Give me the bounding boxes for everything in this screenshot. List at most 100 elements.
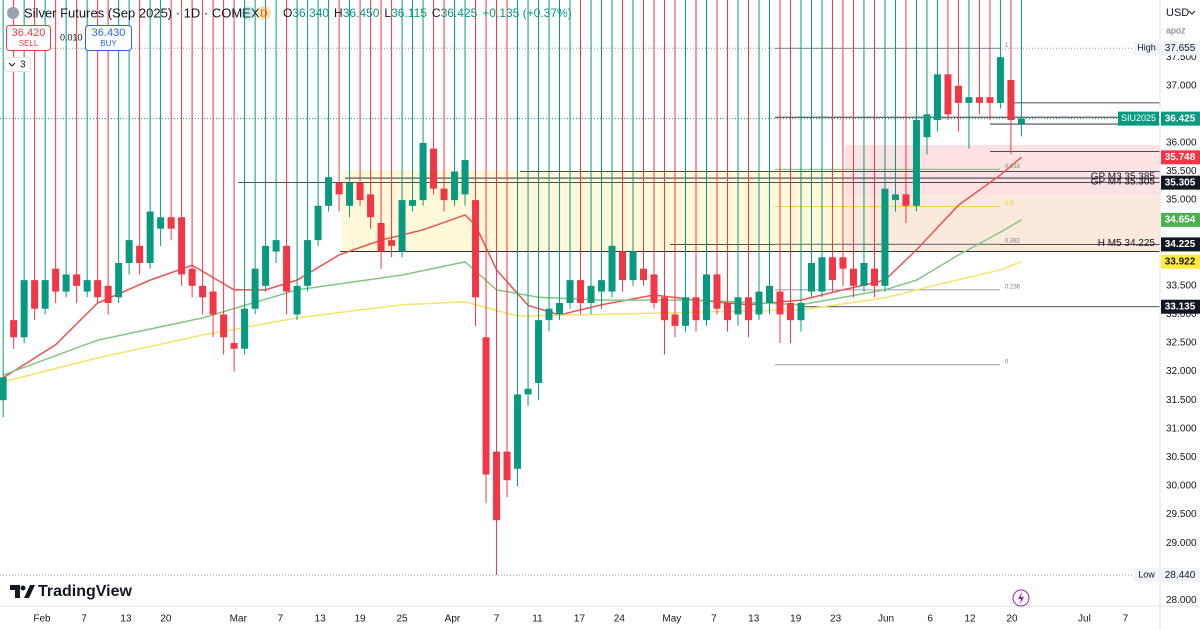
candle-body xyxy=(661,297,669,321)
price-label-bg xyxy=(1161,568,1200,583)
candle-body xyxy=(734,297,742,315)
y-tick-label: 29.000 xyxy=(1166,538,1197,549)
candle-body xyxy=(125,240,133,263)
ohlc-change: +0.135 (+0.37%) xyxy=(482,6,571,20)
price-tag-bg xyxy=(1134,568,1159,583)
buy-price: 36.430 xyxy=(92,27,126,39)
buy-button[interactable] xyxy=(85,25,132,51)
y-tick-label: 37.000 xyxy=(1166,80,1197,91)
candle-body xyxy=(136,245,144,263)
price-label: 34.225 xyxy=(1165,239,1196,250)
candle-body xyxy=(31,280,39,309)
y-tick-label: 36.000 xyxy=(1166,138,1197,149)
candle-body xyxy=(797,303,805,321)
candle-body xyxy=(20,280,28,338)
x-tick-label: 13 xyxy=(120,614,132,625)
price-label-bg xyxy=(1161,111,1200,126)
candle-body xyxy=(199,285,207,298)
candle-body xyxy=(608,245,616,292)
price-label-bg xyxy=(1161,299,1200,314)
x-tick-label: 23 xyxy=(830,614,842,625)
price-label-bg xyxy=(1161,254,1200,269)
ohlc-value: 36.425 xyxy=(441,6,478,20)
indicators-toggle[interactable] xyxy=(4,57,31,72)
fib-label: 0.5 xyxy=(1005,201,1014,207)
chevron xyxy=(8,62,16,67)
x-tick-label: 20 xyxy=(1006,614,1018,625)
fib-label: 1 xyxy=(1005,43,1009,49)
candle-body xyxy=(482,337,490,475)
candle-body xyxy=(881,188,889,286)
candle-body xyxy=(440,188,448,201)
y-tick-label: 35.000 xyxy=(1166,195,1197,206)
candle-body xyxy=(807,262,815,292)
candle-body xyxy=(157,217,165,229)
candle-body xyxy=(860,262,868,286)
candle-body xyxy=(692,297,700,321)
candle-body xyxy=(1017,118,1025,124)
price-label-bg xyxy=(1161,212,1200,227)
x-tick-label: 6 xyxy=(927,614,933,625)
candle-body xyxy=(41,280,49,309)
ohlc-key: O xyxy=(283,6,292,20)
buy-label: BUY xyxy=(100,39,117,48)
sell-button[interactable] xyxy=(6,25,51,51)
axes: 37.500 37.000 36.000 35.500 35.000 33.500 33.0… xyxy=(33,41,1200,625)
x-tick-label: 12 xyxy=(964,614,976,625)
candle-body xyxy=(650,274,658,303)
candle-body xyxy=(870,268,878,286)
x-tick-label: 13 xyxy=(315,614,327,625)
candle-body xyxy=(209,291,217,315)
candle-body xyxy=(828,257,836,281)
candle-body xyxy=(702,274,710,321)
candle-body xyxy=(556,303,564,315)
candle-body xyxy=(451,171,459,201)
candle-body xyxy=(849,268,857,286)
candle-body xyxy=(912,120,920,206)
candle-body xyxy=(577,280,585,303)
candle-body xyxy=(94,280,102,298)
candle-body xyxy=(188,268,196,286)
candle-body xyxy=(272,240,280,252)
currency[interactable]: USD xyxy=(1166,7,1189,19)
event-icon xyxy=(1018,592,1024,604)
unit: apoz xyxy=(1166,25,1186,35)
candle-body xyxy=(640,268,648,281)
price-label: 34.654 xyxy=(1165,215,1196,226)
candle-body xyxy=(335,182,343,195)
x-tick-label: 19 xyxy=(355,614,367,625)
candle-body xyxy=(902,194,910,206)
candle-body xyxy=(115,262,123,298)
candle-body xyxy=(10,320,18,338)
candle-body xyxy=(283,245,291,292)
symbol-tag: SIU2025 xyxy=(1121,113,1156,123)
candle-body xyxy=(713,274,721,309)
zone xyxy=(845,195,1160,252)
candle-body xyxy=(524,388,532,395)
candle-body xyxy=(419,142,427,201)
x-tick-label: 11 xyxy=(532,614,543,625)
y-tick-label: 31.000 xyxy=(1166,423,1197,434)
ohlc-key: L xyxy=(384,6,391,20)
y-tick-label: 37.500 xyxy=(1166,52,1197,63)
annotation: H M5 34.225 xyxy=(1098,238,1156,249)
x-tick-label: Jun xyxy=(878,614,894,625)
candle-body xyxy=(923,114,931,138)
candle-body xyxy=(986,97,994,103)
x-tick-label: 7 xyxy=(494,614,500,625)
x-tick-label: 25 xyxy=(397,614,409,625)
ohlc-value: 36.340 xyxy=(292,6,329,20)
candle-body xyxy=(398,200,406,252)
y-tick-label: 30.500 xyxy=(1166,452,1197,463)
candle-body xyxy=(954,85,962,103)
price-label-bg xyxy=(1161,41,1200,56)
candle-body xyxy=(545,308,553,321)
candle-body xyxy=(839,257,847,269)
candle-body xyxy=(619,251,627,281)
candle-body xyxy=(996,57,1004,103)
symbol-tag-bg xyxy=(1118,111,1159,126)
price-label: 35.748 xyxy=(1165,152,1196,163)
candle-body xyxy=(933,74,941,121)
x-tick-label: 13 xyxy=(748,614,760,625)
